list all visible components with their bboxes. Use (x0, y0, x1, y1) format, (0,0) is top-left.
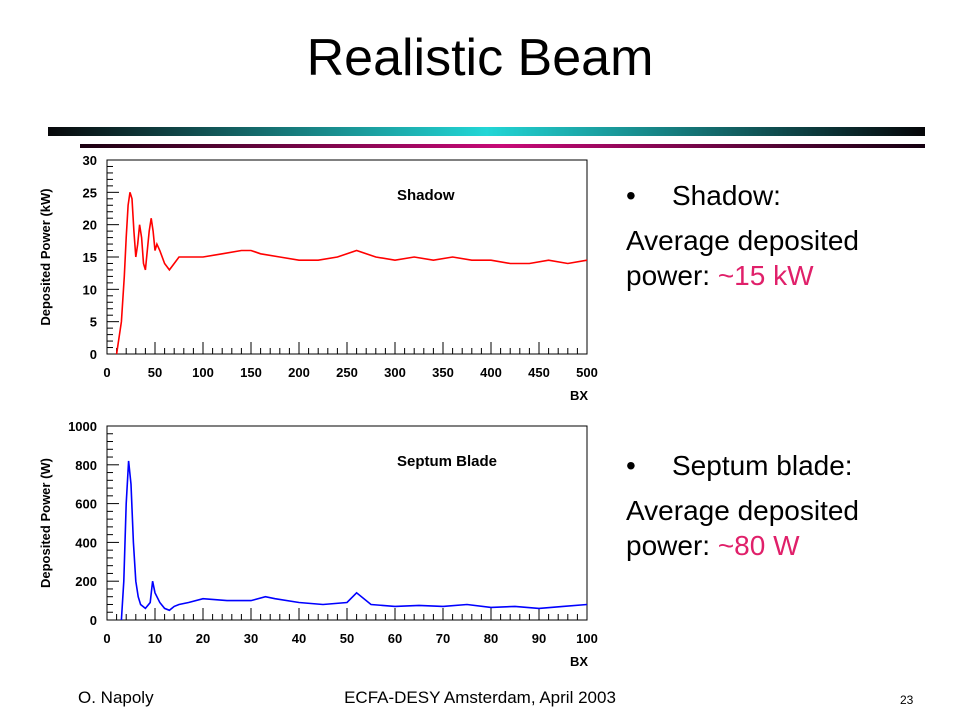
x-tick-label: 200 (288, 365, 310, 380)
x-tick-label: 450 (528, 365, 550, 380)
x-tick-label: 50 (340, 631, 354, 646)
y-tick-label: 30 (83, 153, 97, 168)
bullet-marker: • (626, 180, 636, 211)
chart-title: Shadow (397, 187, 455, 204)
y-tick-label: 0 (90, 347, 97, 362)
bullet-text: Average deposited power: (626, 495, 859, 561)
title-divider-top (48, 127, 925, 136)
x-tick-label: 300 (384, 365, 406, 380)
y-tick-label: 0 (90, 613, 97, 628)
x-axis-label: BX (570, 654, 588, 669)
bullet-value: ~15 kW (717, 260, 814, 291)
bullet-heading: Septum blade: (672, 450, 853, 481)
x-tick-label: 100 (192, 365, 214, 380)
x-tick-label: 250 (336, 365, 358, 380)
title-divider-bottom (80, 144, 925, 148)
x-tick-label: 100 (576, 631, 598, 646)
x-tick-label: 0 (103, 365, 110, 380)
y-axis-label: Deposited Power (W) (38, 458, 53, 588)
y-tick-label: 20 (83, 218, 97, 233)
septum-blade-chart: 0 10 20 30 40 50 60 70 80 90 100 0 200 400 600 800 1000 B… (30, 412, 610, 674)
plot-frame (106, 425, 588, 621)
x-tick-label: 400 (480, 365, 502, 380)
y-tick-label: 10 (83, 282, 97, 297)
x-tick-label: 0 (103, 631, 110, 646)
y-axis-label: Deposited Power (kW) (38, 188, 53, 325)
x-tick-label: 30 (244, 631, 258, 646)
septum-blade-chart-svg: 0 10 20 30 40 50 60 70 80 90 10002004006008001000B… (38, 419, 598, 669)
y-tick-label: 5 (90, 315, 97, 330)
bullet-shadow: • Shadow: Average deposited power: ~15 k… (626, 178, 926, 293)
y-tick-label: 800 (75, 458, 97, 473)
bullet-text: Average deposited power: (626, 225, 859, 291)
x-tick-label: 10 (148, 631, 162, 646)
y-tick-label: 25 (83, 185, 97, 200)
x-tick-label: 150 (240, 365, 262, 380)
y-tick-label: 15 (83, 250, 97, 265)
x-tick-label: 500 (576, 365, 598, 380)
bullet-value: ~80 W (717, 530, 800, 561)
chart-title: Septum Blade (397, 453, 497, 470)
shadow-chart: 0 50 100 150 200 250 300 350 400 450 500 0 5 10 15 20 25… (30, 146, 610, 408)
x-tick-label: 80 (484, 631, 498, 646)
x-tick-label: 60 (388, 631, 402, 646)
footer-author: O. Napoly (78, 688, 154, 707)
series-line (115, 192, 588, 355)
x-tick-label: 90 (532, 631, 546, 646)
bullet-septum: • Septum blade: Average deposited power:… (626, 448, 926, 563)
bullet-marker: • (626, 450, 636, 481)
bullet-heading: Shadow: (672, 180, 781, 211)
page-number: 23 (900, 693, 914, 707)
x-tick-label: 70 (436, 631, 450, 646)
series-line (120, 460, 588, 621)
shadow-chart-svg: 0 50 100 150 200 250 300 350 400 450 500 0 5 10 15 20 25… (38, 153, 598, 403)
x-axis-label: BX (570, 388, 588, 403)
x-tick-label: 350 (432, 365, 454, 380)
x-tick-label: 50 (148, 365, 162, 380)
x-tick-label: 40 (292, 631, 306, 646)
footer-event: ECFA-DESY Amsterdam, April 2003 (344, 688, 616, 707)
y-tick-label: 400 (75, 535, 97, 550)
x-tick-label: 20 (196, 631, 210, 646)
y-tick-label: 600 (75, 497, 97, 512)
slide-title: Realistic Beam (306, 29, 654, 87)
y-tick-label: 1000 (68, 419, 97, 434)
y-tick-label: 200 (75, 574, 97, 589)
